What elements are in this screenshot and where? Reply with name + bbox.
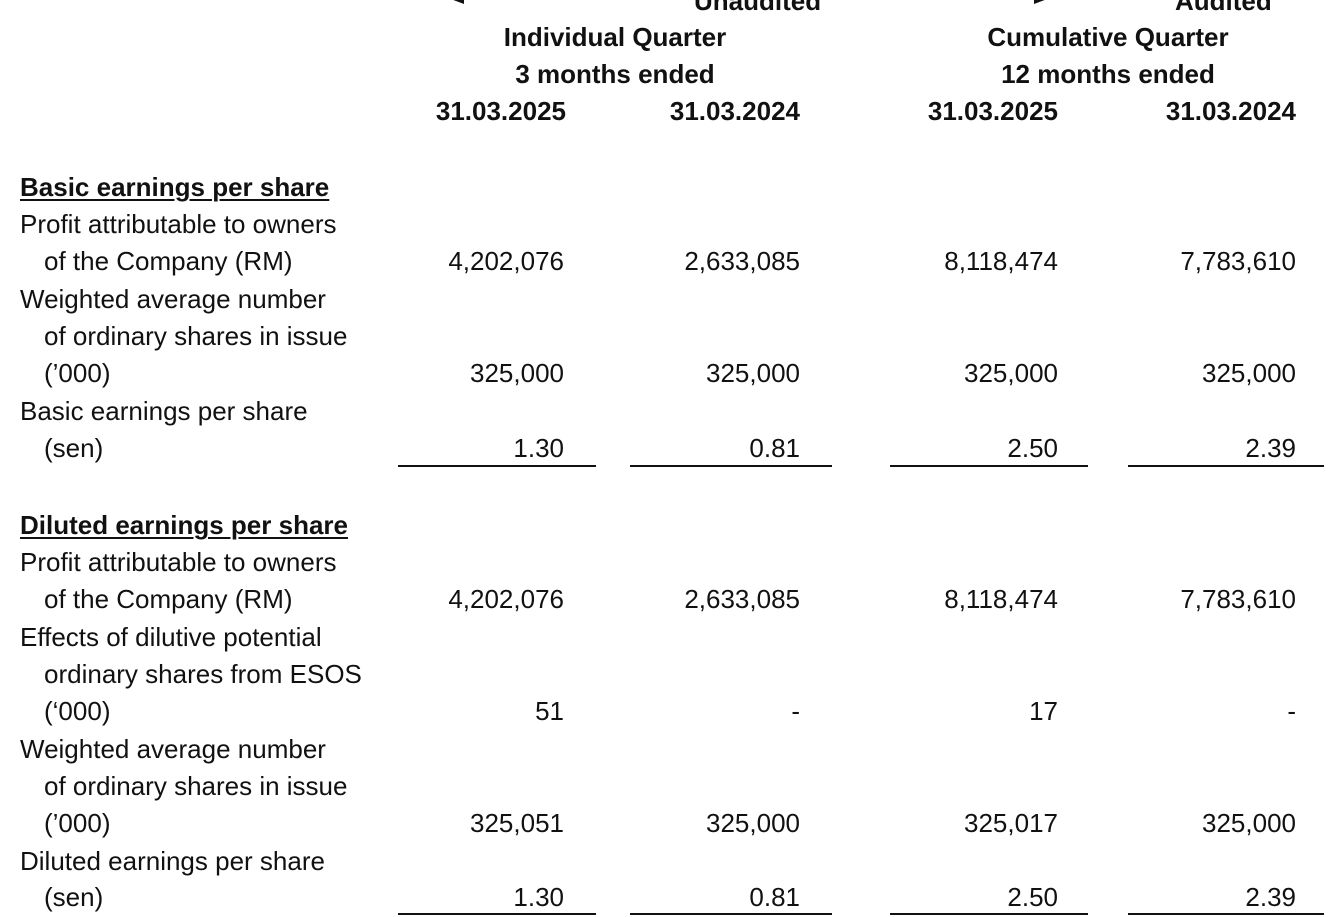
basic-profit-label-2: of the Company (RM) xyxy=(44,246,293,276)
diluted-effects-label-3: (‘000) xyxy=(44,696,111,726)
diluted-profit-label-1: Profit attributable to owners xyxy=(20,547,337,577)
individual-period-heading: 3 months ended xyxy=(515,59,715,89)
left-arrow-icon xyxy=(453,0,464,4)
diluted-eps-col2: 0.81 xyxy=(749,882,800,912)
diluted-effects-col3: 17 xyxy=(1029,696,1058,726)
diluted-eps-heading: Diluted earnings per share xyxy=(20,510,348,540)
diluted-profit-col1: 4,202,076 xyxy=(448,584,564,614)
basic-shares-col2: 325,000 xyxy=(706,358,800,388)
right-arrow-icon xyxy=(1034,0,1045,4)
cumulative-quarter-heading: Cumulative Quarter xyxy=(987,22,1229,52)
basic-profit-col4: 7,783,610 xyxy=(1180,246,1296,276)
basic-shares-label-1: Weighted average number xyxy=(20,284,326,314)
basic-profit-col2: 2,633,085 xyxy=(684,246,800,276)
col4-date: 31.03.2024 xyxy=(1165,96,1296,126)
diluted-shares-label-1: Weighted average number xyxy=(20,734,326,764)
individual-quarter-heading: Individual Quarter xyxy=(503,22,727,52)
diluted-eps-label-1: Diluted earnings per share xyxy=(20,846,325,876)
basic-total-underline-col4 xyxy=(1128,465,1324,467)
diluted-effects-col1: 51 xyxy=(535,696,564,726)
diluted-shares-col2: 325,000 xyxy=(706,808,800,838)
diluted-profit-col3: 8,118,474 xyxy=(944,584,1058,614)
col1-date: 31.03.2025 xyxy=(435,96,566,126)
audited-label: Audited xyxy=(1175,0,1272,16)
diluted-eps-label-2: (sen) xyxy=(44,882,104,912)
diluted-effects-label-2: ordinary shares from ESOS xyxy=(44,659,362,689)
basic-total-underline-col3 xyxy=(890,465,1088,467)
diluted-effects-col2: - xyxy=(791,696,800,726)
diluted-eps-col3: 2.50 xyxy=(1007,882,1058,912)
basic-profit-label-1: Profit attributable to owners xyxy=(20,209,337,239)
unaudited-label: Unaudited xyxy=(694,0,822,16)
cumulative-period-heading: 12 months ended xyxy=(1001,59,1215,89)
basic-eps-col3: 2.50 xyxy=(1007,433,1058,463)
diluted-effects-label-1: Effects of dilutive potential xyxy=(20,622,322,652)
diluted-total-underline-col1 xyxy=(398,913,596,915)
diluted-total-underline-col2 xyxy=(630,913,832,915)
diluted-eps-col1: 1.30 xyxy=(513,882,564,912)
basic-eps-heading: Basic earnings per share xyxy=(20,172,330,202)
basic-profit-col1: 4,202,076 xyxy=(448,246,564,276)
diluted-shares-col3: 325,017 xyxy=(964,808,1058,838)
basic-shares-col1: 325,000 xyxy=(470,358,564,388)
basic-eps-col2: 0.81 xyxy=(749,433,800,463)
diluted-profit-label-2: of the Company (RM) xyxy=(44,584,293,614)
diluted-shares-label-2: of ordinary shares in issue xyxy=(44,771,348,801)
col2-date: 31.03.2024 xyxy=(669,96,800,126)
basic-total-underline-col1 xyxy=(398,465,596,467)
basic-shares-col4: 325,000 xyxy=(1202,358,1296,388)
basic-eps-col1: 1.30 xyxy=(513,433,564,463)
diluted-eps-col4: 2.39 xyxy=(1245,882,1296,912)
col3-date: 31.03.2025 xyxy=(927,96,1058,126)
basic-total-underline-col2 xyxy=(630,465,832,467)
diluted-effects-col4: - xyxy=(1287,696,1296,726)
diluted-shares-label-3: (’000) xyxy=(44,808,111,838)
basic-eps-col4: 2.39 xyxy=(1245,433,1296,463)
diluted-shares-col4: 325,000 xyxy=(1202,808,1296,838)
basic-eps-label-1: Basic earnings per share xyxy=(20,396,308,426)
diluted-total-underline-col3 xyxy=(890,913,1088,915)
basic-shares-label-3: (’000) xyxy=(44,358,111,388)
basic-shares-col3: 325,000 xyxy=(964,358,1058,388)
diluted-profit-col2: 2,633,085 xyxy=(684,584,800,614)
diluted-total-underline-col4 xyxy=(1128,913,1324,915)
diluted-shares-col1: 325,051 xyxy=(470,808,564,838)
basic-profit-col3: 8,118,474 xyxy=(944,246,1058,276)
basic-shares-label-2: of ordinary shares in issue xyxy=(44,321,348,351)
basic-eps-label-2: (sen) xyxy=(44,433,104,463)
diluted-profit-col4: 7,783,610 xyxy=(1180,584,1296,614)
